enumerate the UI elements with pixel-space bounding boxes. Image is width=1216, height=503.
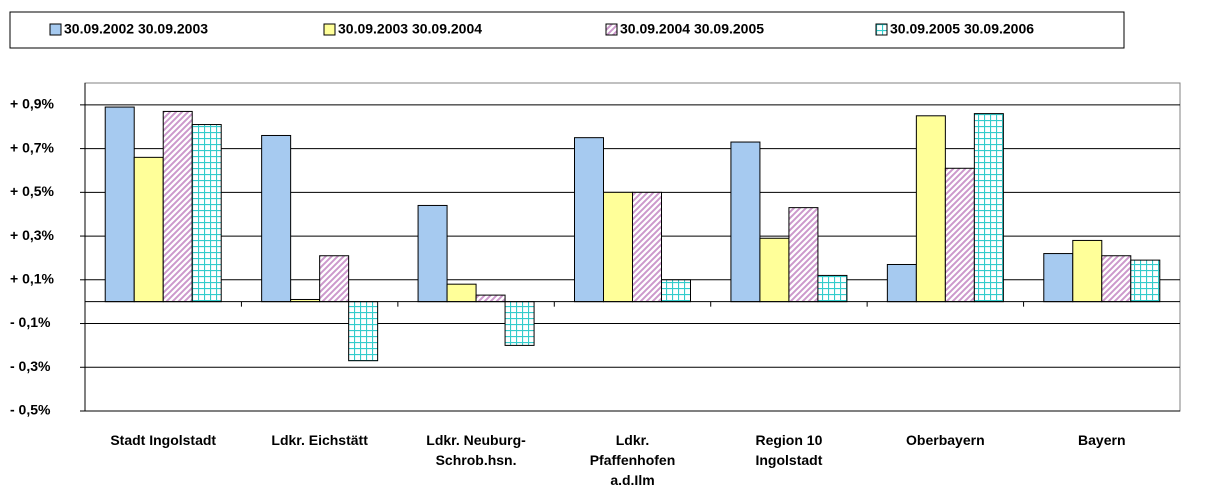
y-tick-label: + 0,9%	[10, 96, 55, 112]
bar	[817, 274, 848, 303]
bar	[788, 207, 819, 303]
legend-swatch	[875, 23, 888, 36]
legend-label: 30.09.2003 30.09.2004	[338, 21, 482, 37]
bar	[446, 283, 477, 303]
bar	[348, 301, 379, 362]
bar	[973, 113, 1004, 303]
bar	[574, 137, 604, 303]
bar	[603, 191, 633, 303]
legend-label: 30.09.2004 30.09.2005	[620, 21, 764, 37]
bar	[162, 110, 193, 303]
bar	[886, 263, 917, 303]
y-tick-label: - 0,3%	[10, 358, 51, 374]
x-tick-label: Region 10 Ingolstadt	[755, 432, 823, 468]
bar	[1130, 259, 1161, 303]
legend-label: 30.09.2002 30.09.2003	[64, 21, 208, 37]
y-tick-label: + 0,5%	[10, 183, 55, 199]
bar	[632, 191, 662, 303]
x-tick-label: Ldkr. Eichstätt	[271, 432, 368, 448]
y-tick-label: + 0,1%	[10, 271, 55, 287]
bar	[191, 124, 222, 303]
y-tick-label: + 0,7%	[10, 139, 55, 155]
legend-box	[9, 11, 1125, 49]
bar	[1101, 255, 1132, 303]
bar	[1043, 253, 1074, 303]
x-tick-label: Stadt Ingolstadt	[110, 432, 217, 448]
bar	[1072, 239, 1103, 303]
bar	[475, 294, 506, 303]
y-tick-label: - 0,1%	[10, 314, 51, 330]
x-tick-label: Ldkr. Pfaffenhofen a.d.Ilm	[589, 432, 676, 488]
bar	[944, 167, 975, 303]
bar	[104, 106, 135, 303]
legend-swatch	[49, 23, 62, 36]
bar	[661, 279, 691, 303]
bar	[417, 204, 448, 303]
legend-label: 30.09.2005 30.09.2006	[890, 21, 1034, 37]
x-tick-label: Ldkr. Neuburg- Schrob.hsn.	[426, 432, 526, 468]
y-tick-label: - 0,5%	[10, 402, 51, 418]
legend-swatch	[605, 23, 618, 36]
bar	[261, 134, 292, 303]
legend-swatch	[323, 23, 336, 36]
bar	[504, 301, 535, 346]
y-tick-label: + 0,3%	[10, 227, 55, 243]
x-tick-label: Bayern	[1078, 432, 1126, 448]
bar	[730, 141, 761, 303]
bar	[319, 255, 350, 303]
bar	[133, 156, 164, 303]
x-tick-label: Oberbayern	[906, 432, 985, 448]
bar	[759, 237, 790, 303]
bar	[915, 115, 946, 303]
